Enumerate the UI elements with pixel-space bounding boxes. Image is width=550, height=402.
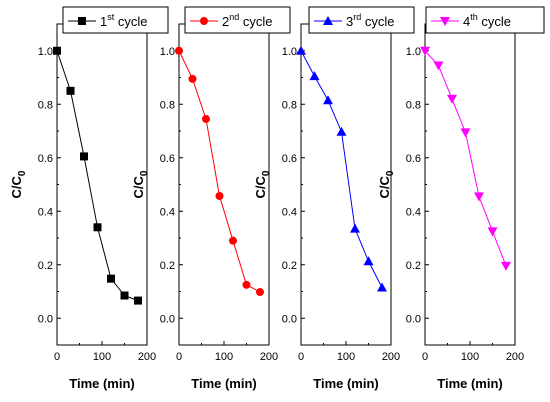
legend-marker (323, 16, 333, 25)
y-tick-label: 0.8 (282, 99, 297, 111)
data-point (474, 192, 484, 202)
chart-panel-1: 0.0 0.2 0.4 0.6 0.8 1.0 0 100 200 Time (min) C/C0 1… (9, 6, 169, 391)
y-tick-label: 0.2 (38, 260, 53, 272)
y-axis-title: C/C0 (253, 170, 272, 198)
x-tick-label: 0 (422, 351, 428, 363)
data-point (323, 95, 333, 105)
x-tick-label: 200 (138, 351, 156, 363)
plot-frame (424, 23, 516, 346)
data-point (93, 223, 102, 232)
x-axis-title: Time (min) (69, 376, 135, 391)
y-tick-label: 0.8 (38, 99, 53, 111)
legend: 3rd cycle (308, 6, 415, 34)
y-tick-label: 0.4 (38, 206, 53, 218)
legend-label: 1st cycle (100, 12, 147, 29)
y-tick-label: 0.8 (406, 99, 421, 111)
data-point (501, 261, 511, 271)
x-tick-label: 100 (337, 351, 355, 363)
data-point (487, 227, 498, 237)
data-point (447, 94, 457, 104)
y-tick-label: 0.6 (282, 153, 297, 165)
data-point (53, 46, 61, 55)
x-tick-label: 0 (176, 351, 182, 363)
legend-label: 2nd cycle (222, 12, 272, 29)
data-point (242, 280, 251, 289)
data-point (66, 86, 75, 95)
data-point (433, 61, 444, 71)
legend-marker (440, 17, 450, 26)
y-tick-label: 0.2 (282, 260, 297, 272)
data-point (460, 128, 471, 138)
data-point (256, 288, 264, 297)
data-point (80, 152, 88, 161)
y-tick-label: 0.4 (282, 206, 297, 218)
y-axis-title: C/C0 (9, 170, 28, 198)
data-point (215, 192, 224, 201)
chart-panel-4: 0.0 0.2 0.4 0.6 0.8 1.0 0 100 200 Time (min) C/C0 4… (377, 6, 545, 391)
data-point (188, 74, 197, 83)
series-line (178, 50, 261, 293)
data-point (350, 223, 360, 233)
y-tick-label: 1.0 (406, 46, 421, 58)
x-tick-label: 200 (260, 351, 278, 363)
legend-label: 3rd cycle (346, 12, 394, 29)
data-point (107, 274, 115, 283)
x-tick-label: 200 (382, 351, 400, 363)
x-tick-label: 100 (93, 351, 111, 363)
legend: 1st cycle (62, 6, 169, 34)
data-point (202, 114, 210, 123)
x-tick-label: 100 (461, 351, 479, 363)
y-tick-label: 0.6 (406, 153, 421, 165)
legend: 4th cycle (425, 6, 545, 34)
y-axis-title: C/C0 (377, 170, 396, 198)
data-point (336, 126, 347, 136)
y-tick-label: 0.4 (406, 206, 421, 218)
y-axis-title: C/C0 (131, 170, 150, 198)
y-tick-label: 0.2 (406, 260, 421, 272)
y-tick-label: 0.0 (38, 313, 53, 325)
data-point (134, 296, 142, 305)
x-tick-label: 200 (506, 351, 524, 363)
y-tick-label: 0.4 (160, 206, 175, 218)
chart-panel-2: 0.0 0.2 0.4 0.6 0.8 1.0 0 100 200 Time (min) C/C0 2… (131, 6, 291, 391)
data-point (296, 45, 306, 55)
x-axis-title: Time (min) (437, 376, 503, 391)
chart-panel-3: 0.0 0.2 0.4 0.6 0.8 1.0 0 100 200 Time (min) C/C0 3… (253, 6, 415, 391)
data-point (420, 46, 430, 56)
y-tick-label: 1.0 (160, 46, 175, 58)
x-tick-label: 100 (215, 351, 233, 363)
y-tick-label: 0.0 (160, 313, 175, 325)
x-axis-title: Time (min) (313, 376, 379, 391)
y-tick-label: 0.6 (38, 153, 53, 165)
x-axis-title: Time (min) (191, 376, 257, 391)
legend: 2nd cycle (184, 6, 291, 34)
data-point (309, 71, 320, 81)
legend-marker (200, 17, 208, 25)
y-tick-label: 0.6 (160, 153, 175, 165)
legend-marker (78, 17, 86, 25)
legend-label: 4th cycle (463, 12, 511, 29)
y-tick-label: 0.8 (160, 99, 175, 111)
data-point (377, 282, 387, 292)
y-tick-label: 1.0 (282, 46, 297, 58)
y-tick-label: 0.0 (282, 313, 297, 325)
x-tick-label: 0 (54, 351, 60, 363)
data-point (229, 236, 237, 245)
y-tick-label: 0.2 (160, 260, 175, 272)
y-tick-label: 1.0 (38, 46, 53, 58)
data-point (120, 291, 129, 300)
series-line (300, 50, 383, 288)
data-point (363, 256, 374, 266)
data-point (175, 46, 183, 55)
y-tick-label: 0.0 (406, 313, 421, 325)
x-tick-label: 0 (298, 351, 304, 363)
